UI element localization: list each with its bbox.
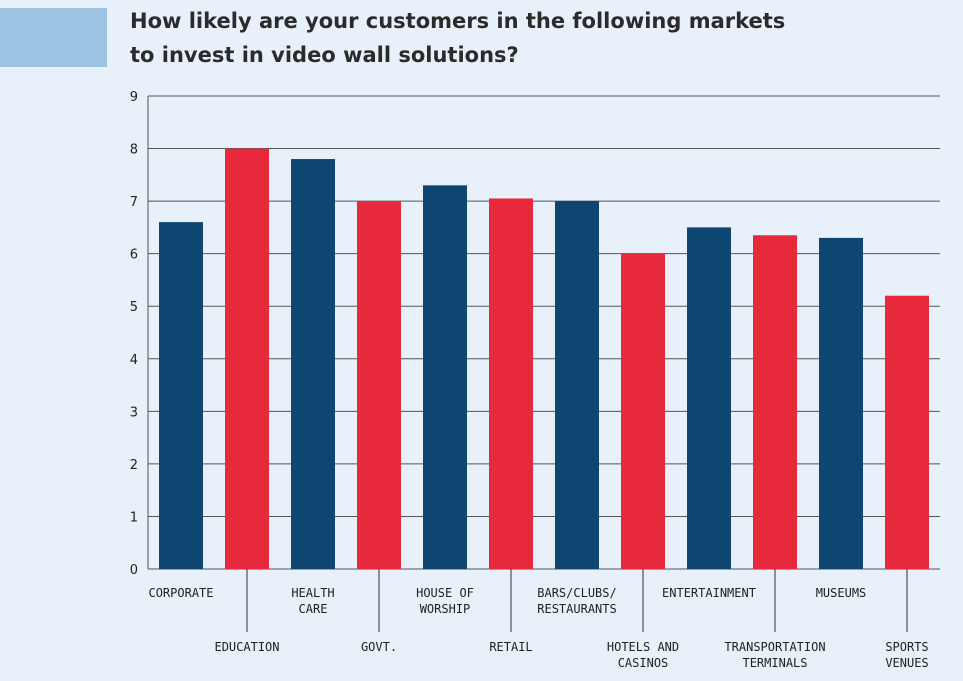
category-label: HOUSE OF [416,586,474,600]
y-tick-label: 8 [130,143,138,158]
bar [753,235,797,569]
category-label: SPORTS [885,640,928,654]
bar [621,253,665,569]
chart-title-line-2: to invest in video wall solutions? [130,43,519,67]
bar [819,237,863,569]
bar [555,201,599,569]
bar [357,201,401,569]
title-accent-block [0,8,107,67]
bar [489,198,533,569]
bar [159,222,203,569]
category-label: TERMINALS [742,656,807,670]
category-label: HOTELS AND [607,640,679,654]
bar [225,148,269,570]
y-tick-label: 9 [130,90,138,105]
category-label: CORPORATE [148,586,213,600]
category-label: EDUCATION [214,640,279,654]
category-label: GOVT. [361,640,397,654]
bar [291,159,335,570]
category-label: HEALTH [291,586,334,600]
category-label: CASINOS [618,656,669,670]
y-tick-label: 6 [130,248,138,263]
chart-title-line-1: How likely are your customers in the fol… [130,9,786,33]
y-tick-label: 7 [130,195,138,210]
category-label: ENTERTAINMENT [662,586,756,600]
y-tick-label: 1 [130,510,138,525]
chart-title: How likely are your customers in the fol… [130,4,890,72]
y-tick-label: 2 [130,458,138,473]
bar [423,185,467,569]
y-tick-label: 3 [130,405,138,420]
y-tick-label: 5 [130,300,138,315]
bar [687,227,731,569]
category-label: CARE [299,602,328,616]
y-tick-label: 0 [130,563,138,578]
y-tick-label: 4 [130,353,138,368]
category-label: MUSEUMS [816,586,867,600]
bar [885,295,929,569]
category-label: TRANSPORTATION [724,640,825,654]
category-label: RESTAURANTS [537,602,616,616]
category-label: RETAIL [489,640,532,654]
category-label: BARS/CLUBS/ [537,586,616,600]
category-label: VENUES [885,656,928,670]
category-label: WORSHIP [420,602,471,616]
